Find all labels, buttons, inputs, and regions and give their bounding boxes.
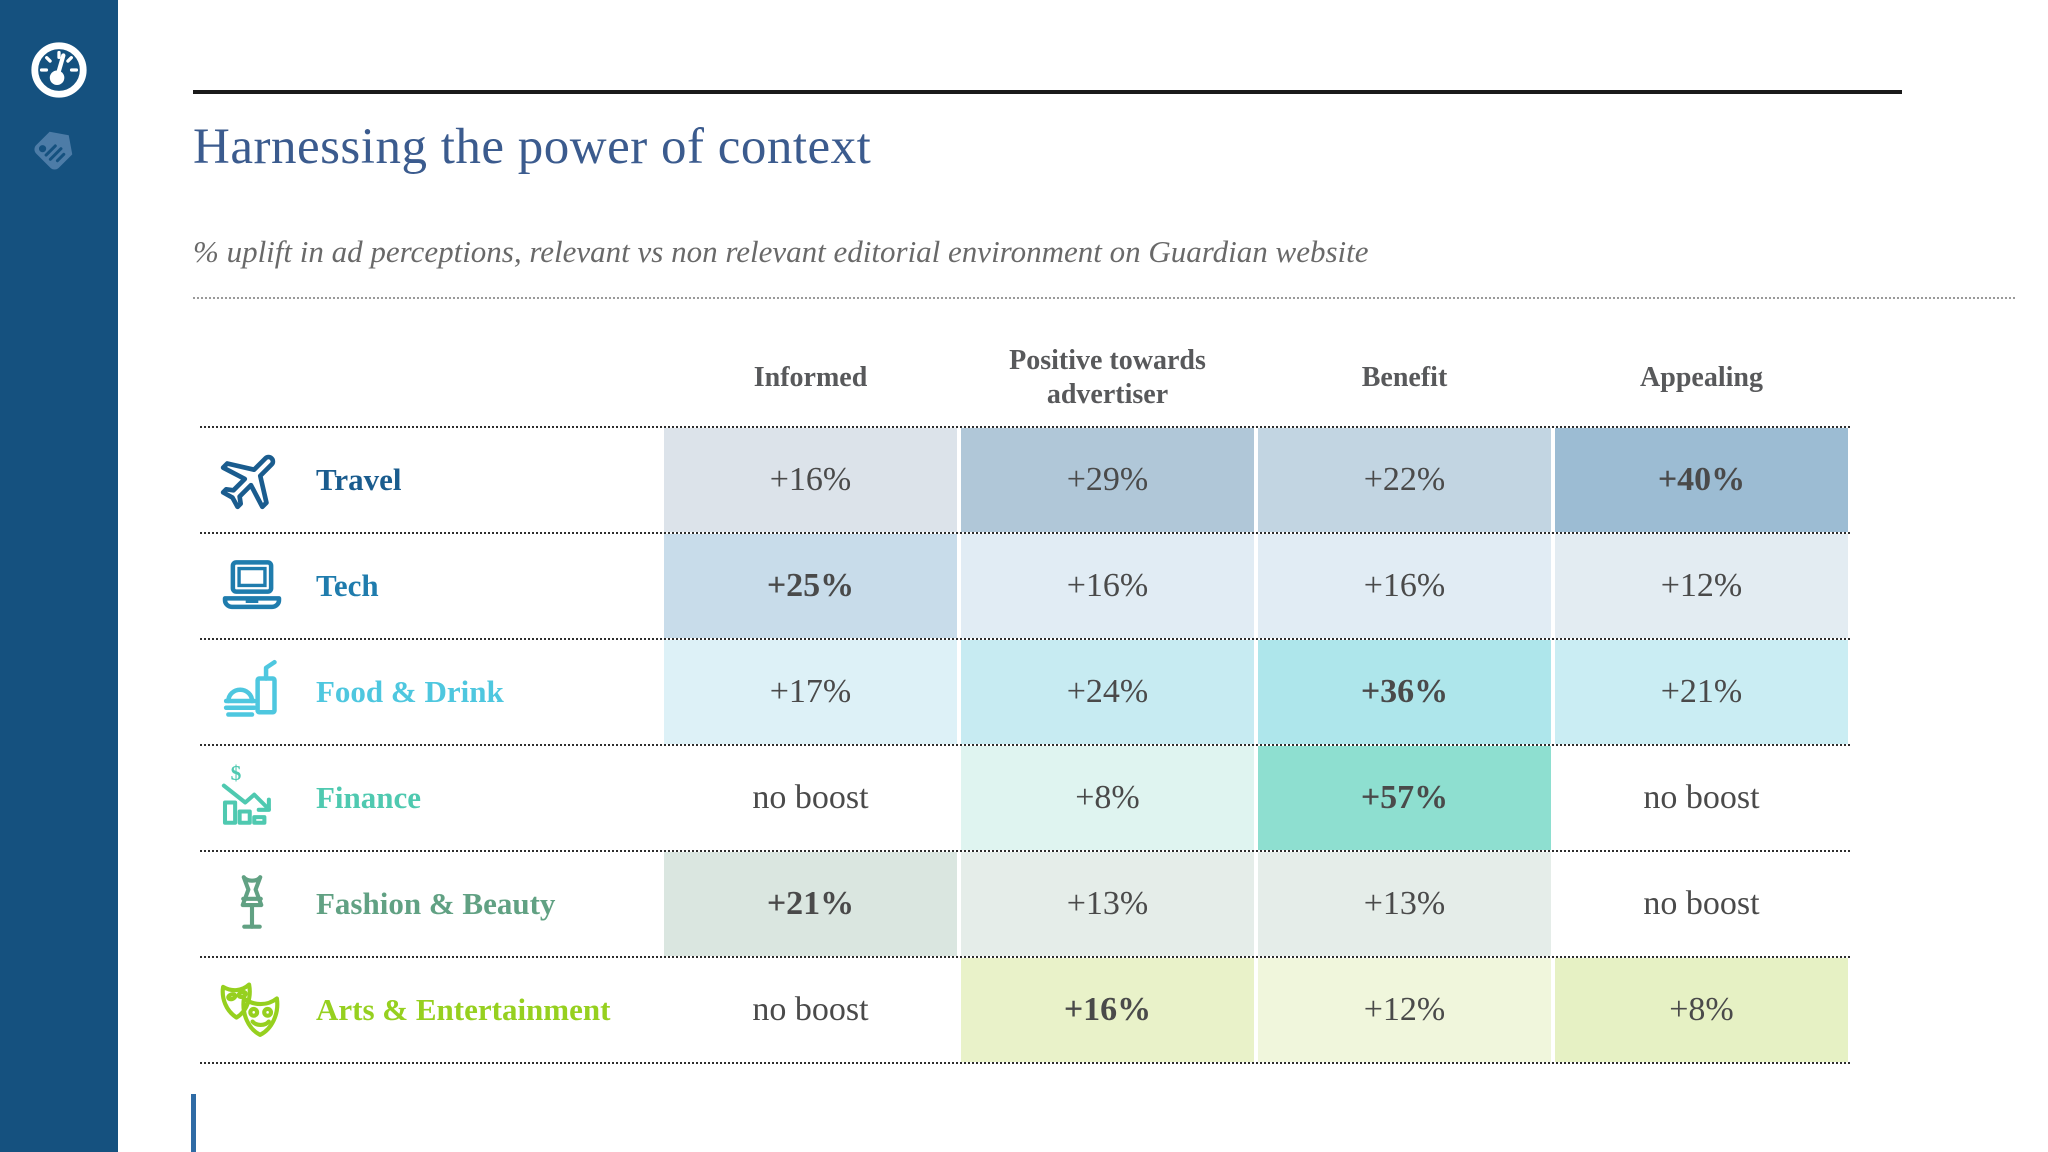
column-header-benefit: Benefit bbox=[1361, 362, 1448, 394]
page-title: Harnessing the power of context bbox=[193, 119, 872, 175]
cell-food-informed: +17% bbox=[662, 640, 959, 744]
page-subtitle: % uplift in ad perceptions, relevant vs … bbox=[193, 234, 1369, 269]
cell-arts-benefit: +12% bbox=[1256, 958, 1553, 1062]
table-row-finance: $ Finance no boost +8% +57% no boost bbox=[200, 746, 1850, 852]
row-label: Finance bbox=[316, 780, 422, 815]
header-spacer bbox=[200, 330, 662, 426]
row-label: Tech bbox=[316, 568, 379, 603]
table-row-fashion-beauty: Fashion & Beauty +21% +13% +13% no boost bbox=[200, 852, 1850, 958]
table-row-tech: Tech +25% +16% +16% +12% bbox=[200, 534, 1850, 640]
cell-arts-positive: +16% bbox=[959, 958, 1256, 1062]
cell-tech-positive: +16% bbox=[959, 534, 1256, 638]
column-header-appealing: Appealing bbox=[1640, 362, 1763, 394]
column-header-positive-towards-advertiser: Positive towards advertiser bbox=[1009, 345, 1206, 410]
cell-finance-informed: no boost bbox=[662, 746, 959, 850]
cell-tech-appealing: +12% bbox=[1553, 534, 1850, 638]
cell-fashion-benefit: +13% bbox=[1256, 852, 1553, 956]
row-header-tech: Tech bbox=[200, 534, 662, 638]
table-header-row: Informed Positive towards advertiser Ben… bbox=[200, 330, 1850, 426]
cell-fashion-positive: +13% bbox=[959, 852, 1256, 956]
cell-tech-informed: +25% bbox=[662, 534, 959, 638]
gauge-icon[interactable] bbox=[27, 38, 91, 102]
svg-text:$: $ bbox=[231, 762, 242, 785]
row-header-travel: Travel bbox=[200, 428, 662, 532]
text-cursor-bar bbox=[191, 1094, 196, 1152]
airplane-icon bbox=[208, 445, 296, 515]
cell-arts-appealing: +8% bbox=[1553, 958, 1850, 1062]
cell-travel-positive: +29% bbox=[959, 428, 1256, 532]
cell-finance-appealing: no boost bbox=[1553, 746, 1850, 850]
cell-tech-benefit: +16% bbox=[1256, 534, 1553, 638]
row-header-food-drink: Food & Drink bbox=[200, 640, 662, 744]
cell-food-appealing: +21% bbox=[1553, 640, 1850, 744]
row-label: Arts & Entertainment bbox=[316, 992, 611, 1027]
cell-travel-benefit: +22% bbox=[1256, 428, 1553, 532]
cell-fashion-informed: +21% bbox=[662, 852, 959, 956]
cell-travel-informed: +16% bbox=[662, 428, 959, 532]
table-row-food-drink: Food & Drink +17% +24% +36% +21% bbox=[200, 640, 1850, 746]
row-label: Fashion & Beauty bbox=[316, 886, 556, 921]
burger-drink-icon bbox=[208, 656, 296, 728]
row-label: Food & Drink bbox=[316, 674, 504, 709]
cell-food-benefit: +36% bbox=[1256, 640, 1553, 744]
subtitle-divider bbox=[193, 297, 2015, 299]
theater-masks-icon bbox=[208, 973, 296, 1047]
row-header-fashion-beauty: Fashion & Beauty bbox=[200, 852, 662, 956]
uplift-table: Informed Positive towards advertiser Ben… bbox=[200, 330, 1850, 1064]
price-tag-icon[interactable] bbox=[24, 116, 88, 180]
row-label: Travel bbox=[316, 462, 402, 497]
table-row-arts-entertainment: Arts & Entertainment no boost +16% +12% … bbox=[200, 958, 1850, 1064]
app-sidebar bbox=[0, 0, 118, 1152]
cell-finance-positive: +8% bbox=[959, 746, 1256, 850]
dress-mannequin-icon bbox=[208, 871, 296, 937]
row-header-finance: $ Finance bbox=[200, 746, 662, 850]
column-header-informed: Informed bbox=[753, 362, 868, 394]
top-rule bbox=[193, 90, 1902, 94]
table-row-travel: Travel +16% +29% +22% +40% bbox=[200, 426, 1850, 534]
cell-arts-informed: no boost bbox=[662, 958, 959, 1062]
laptop-icon bbox=[208, 550, 296, 622]
cell-travel-appealing: +40% bbox=[1553, 428, 1850, 532]
cell-food-positive: +24% bbox=[959, 640, 1256, 744]
cell-fashion-appealing: no boost bbox=[1553, 852, 1850, 956]
declining-chart-dollar-icon: $ bbox=[208, 762, 296, 834]
row-header-arts-entertainment: Arts & Entertainment bbox=[200, 958, 662, 1062]
cell-finance-benefit: +57% bbox=[1256, 746, 1553, 850]
